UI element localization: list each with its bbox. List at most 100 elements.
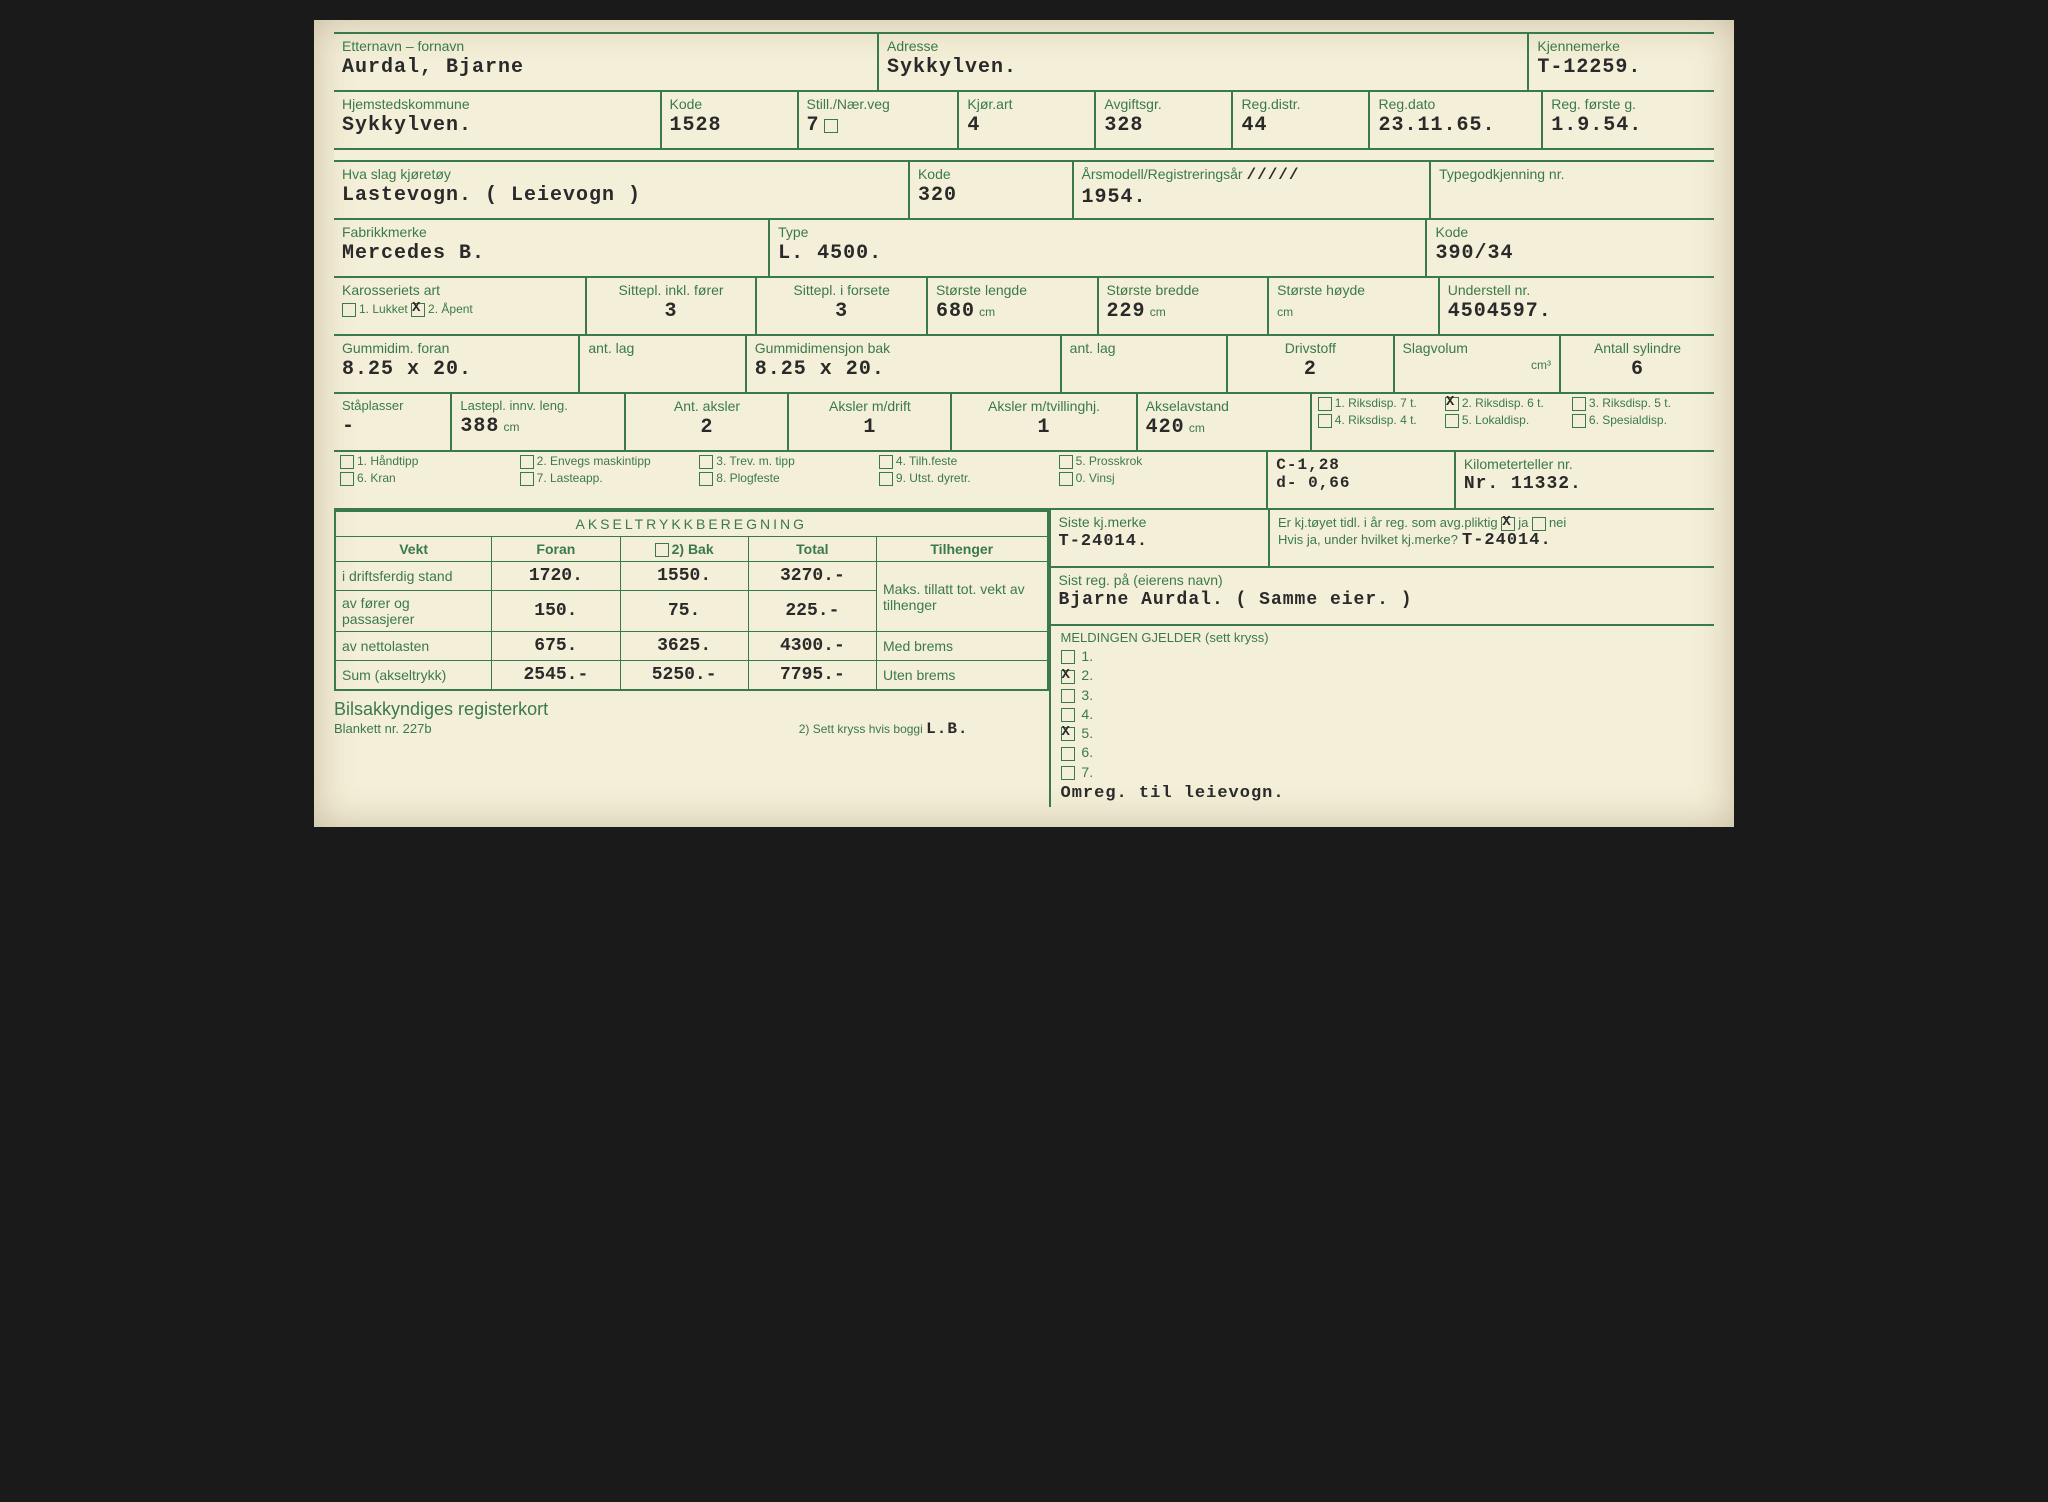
len-label: Største lengde — [936, 282, 1089, 298]
kode-label: Kode — [670, 96, 789, 112]
riks-option: 4. Riksdisp. 4 t. — [1318, 413, 1435, 428]
equip-option: 1. Håndtipp — [340, 454, 506, 469]
km-value: Nr. 11332. — [1464, 474, 1582, 494]
equip-box — [520, 472, 534, 486]
km-label: Kilometerteller nr. — [1464, 456, 1706, 472]
axle-tilh2: Med brems — [877, 632, 1048, 661]
type-value: L. 4500. — [778, 242, 882, 265]
equip-box — [340, 455, 354, 469]
axle-tilh1: Maks. tillatt tot. vekt av tilhenger — [877, 562, 1048, 632]
al1-label: ant. lag — [588, 340, 736, 356]
axle-r1-b: 1550. — [620, 562, 748, 591]
siste-value: T-24014. — [1059, 532, 1149, 551]
axle-col-total: Total — [748, 537, 876, 562]
driv-cell: Drivstoff 2 — [1228, 336, 1394, 392]
axle-r4-f: 2545.- — [492, 661, 620, 691]
amt-value: 1 — [1037, 416, 1050, 439]
address-cell: Adresse Sykkylven. — [879, 34, 1529, 90]
axle-tilh3: Uten brems — [877, 661, 1048, 691]
type-cell: Type L. 4500. — [770, 220, 1427, 276]
name-cell: Etternavn – fornavn Aurdal, Bjarne — [334, 34, 879, 90]
axle-r3-b: 3625. — [620, 632, 748, 661]
footer-title: Bilsakkyndiges registerkort — [334, 699, 1049, 720]
type-label: Type — [778, 224, 1417, 240]
aav-value: 420 — [1146, 416, 1185, 439]
equip-box — [1059, 455, 1073, 469]
equip-option: 7. Lasteapp. — [520, 471, 686, 486]
equip-box — [1059, 472, 1073, 486]
still-cell: Still./Nær.veg 7 — [799, 92, 960, 148]
regdato-cell: Reg.dato 23.11.65. — [1370, 92, 1543, 148]
equip-box — [879, 472, 893, 486]
melding-box — [1061, 727, 1075, 741]
gb-value: 8.25 x 20. — [755, 358, 885, 381]
riks-box — [1318, 397, 1332, 411]
sistreg-cell: Sist reg. på (eierens navn) Bjarne Aurda… — [1051, 568, 1714, 624]
equip-box — [520, 455, 534, 469]
sittfs-cell: Sittepl. i forsete 3 — [757, 278, 928, 334]
regfg-cell: Reg. første g. 1.9.54. — [1543, 92, 1714, 148]
avgift-label: Avgiftsgr. — [1104, 96, 1223, 112]
sta-value: - — [342, 415, 355, 438]
equip-option: 9. Utst. dyretr. — [879, 471, 1045, 486]
melding-option: 1. — [1061, 648, 1704, 664]
melding-box — [1061, 689, 1075, 703]
bre-label: Største bredde — [1107, 282, 1260, 298]
axle-title: AKSELTRYKKBEREGNING — [335, 511, 1048, 537]
axle-r4-b: 5250.- — [620, 661, 748, 691]
kaross-cell: Karosseriets art 1. Lukket 2. Åpent — [334, 278, 587, 334]
melding-option: 6. — [1061, 744, 1704, 760]
plate-value: T-12259. — [1537, 56, 1641, 79]
len-cell: Største lengde 680 cm — [928, 278, 1099, 334]
omreg-value: Omreg. til leievogn. — [1061, 784, 1285, 803]
syl-value: 6 — [1631, 358, 1644, 381]
aav-cell: Akselavstand 420 cm — [1138, 394, 1312, 450]
ja-box — [1501, 517, 1515, 531]
sittfs-value: 3 — [835, 300, 848, 323]
siste-label: Siste kj.merke — [1059, 514, 1260, 530]
melding-box — [1061, 708, 1075, 722]
gb-cell: Gummidimensjon bak 8.25 x 20. — [747, 336, 1062, 392]
sittf-cell: Sittepl. inkl. fører 3 — [587, 278, 758, 334]
riks-box — [1445, 414, 1459, 428]
regfg-label: Reg. første g. — [1551, 96, 1706, 112]
lpl-cell: Lastepl. innv. leng. 388 cm — [452, 394, 626, 450]
kode3-cell: Kode 320 — [910, 162, 1074, 218]
syl-cell: Antall sylindre 6 — [1561, 336, 1714, 392]
regfg-value: 1.9.54. — [1551, 114, 1642, 137]
riks-option: 5. Lokaldisp. — [1445, 413, 1562, 428]
melding-section: MELDINGEN GJELDER (sett kryss) 1. 2. 3. … — [1051, 626, 1714, 807]
melding-box — [1061, 766, 1075, 780]
melding-box — [1061, 670, 1075, 684]
melding-option: 3. — [1061, 687, 1704, 703]
c-value: C-1,28 — [1276, 456, 1340, 474]
apent-label: 2. Åpent — [428, 302, 473, 316]
still-value: 7 — [807, 114, 820, 137]
melding-option: 5. — [1061, 725, 1704, 741]
aks-cell: Ant. aksler 2 — [626, 394, 789, 450]
still-label: Still./Nær.veg — [807, 96, 950, 112]
equip-option: 8. Plogfeste — [699, 471, 865, 486]
axle-r2-label: av fører og passasjerer — [335, 591, 492, 632]
riks-option: 3. Riksdisp. 5 t. — [1572, 396, 1689, 411]
driv-value: 2 — [1304, 358, 1317, 381]
kode3-label: Kode — [918, 166, 1064, 182]
d-value: d- 0,66 — [1276, 474, 1350, 492]
und-value: 4504597. — [1448, 300, 1552, 323]
footer-note: 2) Sett kryss hvis boggi — [799, 722, 923, 736]
slag-value: Lastevogn. ( Leievogn ) — [342, 184, 641, 207]
regdato-value: 23.11.65. — [1378, 114, 1495, 137]
hvis-label: Hvis ja, under hvilket kj.merke? — [1278, 532, 1458, 547]
axle-r2-t: 225.- — [748, 591, 876, 632]
axle-table: AKSELTRYKKBEREGNING Vekt Foran 2) Bak To… — [334, 510, 1049, 691]
amd-label: Aksler m/drift — [797, 398, 942, 414]
fabr-cell: Fabrikkmerke Mercedes B. — [334, 220, 770, 276]
nei-box — [1532, 517, 1546, 531]
equip-option: 3. Trev. m. tipp — [699, 454, 865, 469]
gf-cell: Gummidim. foran 8.25 x 20. — [334, 336, 580, 392]
ars-value: 1954. — [1082, 186, 1147, 209]
bre-value: 229 — [1107, 300, 1146, 323]
lukket-box — [342, 303, 356, 317]
syl-label: Antall sylindre — [1569, 340, 1706, 356]
kommune-cell: Hjemstedskommune Sykkylven. — [334, 92, 662, 148]
